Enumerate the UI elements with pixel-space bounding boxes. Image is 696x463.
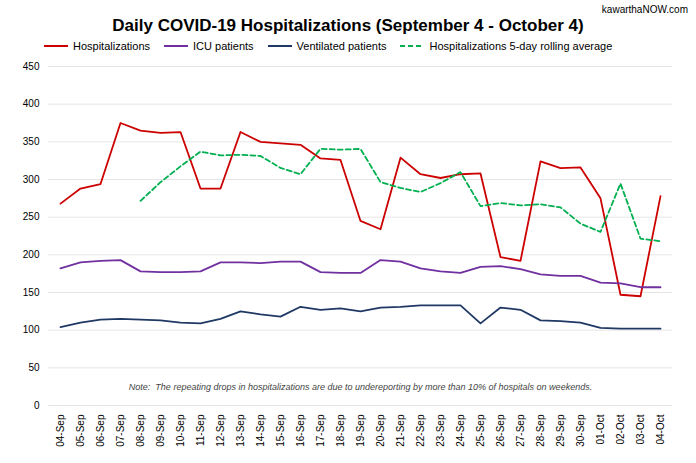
svg-text:04-Oct: 04-Oct (655, 414, 666, 444)
svg-text:06-Sep: 06-Sep (95, 414, 106, 447)
svg-text:22-Sep: 22-Sep (415, 414, 426, 447)
svg-text:150: 150 (23, 287, 40, 298)
svg-text:04-Sep: 04-Sep (55, 414, 66, 447)
svg-text:14-Sep: 14-Sep (255, 414, 266, 447)
svg-text:26-Sep: 26-Sep (495, 414, 506, 447)
html-text:Hospitalizations: Hospitalizations (73, 40, 150, 52)
svg-text:29-Sep: 29-Sep (555, 414, 566, 447)
svg-text:05-Sep: 05-Sep (75, 414, 86, 447)
svg-text:18-Sep: 18-Sep (335, 414, 346, 447)
svg-text:08-Sep: 08-Sep (135, 414, 146, 447)
html-text:Ventilated patients: Ventilated patients (296, 40, 387, 52)
html-text:kawarthaNOW.com: kawarthaNOW.com (601, 4, 688, 15)
svg-text:15-Sep: 15-Sep (275, 414, 286, 447)
svg-text:27-Sep: 27-Sep (515, 414, 526, 447)
svg-text:28-Sep: 28-Sep (535, 414, 546, 447)
svg-text:02-Oct: 02-Oct (615, 414, 626, 444)
svg-text:17-Sep: 17-Sep (315, 414, 326, 447)
svg-text:07-Sep: 07-Sep (115, 414, 126, 447)
svg-text:19-Sep: 19-Sep (355, 414, 366, 447)
svg-text:100: 100 (23, 324, 40, 335)
svg-text:13-Sep: 13-Sep (235, 414, 246, 447)
svg-text:10-Sep: 10-Sep (175, 414, 186, 447)
svg-text:450: 450 (23, 61, 40, 72)
svg-text:20-Sep: 20-Sep (375, 414, 386, 447)
svg-text:Note: The repeating drops in: Note: The repeating drops in hospitaliza… (129, 382, 592, 392)
svg-text:03-Oct: 03-Oct (635, 414, 646, 444)
svg-text:0: 0 (34, 400, 40, 411)
svg-text:400: 400 (23, 98, 40, 109)
svg-text:12-Sep: 12-Sep (215, 414, 226, 447)
svg-text:11-Sep: 11-Sep (195, 414, 206, 446)
html-text:Daily COVID-19 Hospitalization: Daily COVID-19 Hospitalizations (Septemb… (112, 16, 584, 35)
svg-text:50: 50 (28, 362, 40, 373)
svg-text:09-Sep: 09-Sep (155, 414, 166, 447)
html-text:ICU patients: ICU patients (193, 40, 254, 52)
svg-text:23-Sep: 23-Sep (435, 414, 446, 447)
svg-text:30-Sep: 30-Sep (575, 414, 586, 447)
svg-text:350: 350 (23, 136, 40, 147)
html-text:Hospitalizations 5-day rolling: Hospitalizations 5-day rolling average (429, 40, 613, 52)
svg-text:24-Sep: 24-Sep (455, 414, 466, 447)
svg-text:250: 250 (23, 211, 40, 222)
svg-text:300: 300 (23, 174, 40, 185)
svg-text:25-Sep: 25-Sep (475, 414, 486, 447)
svg-text:200: 200 (23, 249, 40, 260)
svg-text:16-Sep: 16-Sep (295, 414, 306, 447)
svg-text:21-Sep: 21-Sep (395, 414, 406, 447)
svg-text:01-Oct: 01-Oct (595, 414, 606, 444)
